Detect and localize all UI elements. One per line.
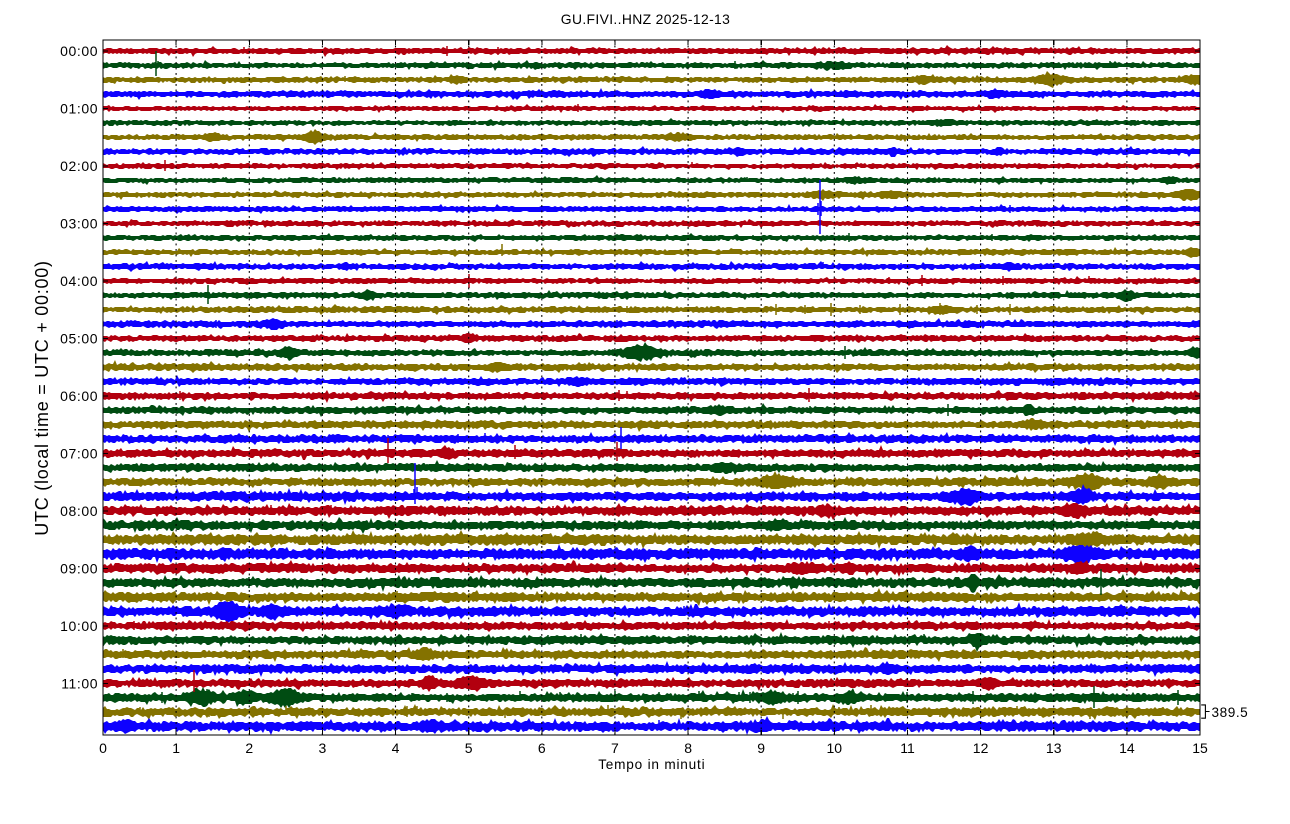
svg-text:389.5: 389.5	[1212, 705, 1249, 720]
svg-text:7: 7	[611, 740, 619, 756]
svg-text:02:00: 02:00	[60, 158, 98, 174]
svg-text:01:00: 01:00	[60, 101, 98, 117]
svg-text:06:00: 06:00	[60, 388, 98, 404]
svg-text:03:00: 03:00	[60, 216, 98, 232]
svg-text:07:00: 07:00	[60, 446, 98, 462]
svg-text:10: 10	[827, 740, 843, 756]
svg-text:05:00: 05:00	[60, 331, 98, 347]
svg-text:4: 4	[392, 740, 400, 756]
svg-text:0: 0	[99, 740, 107, 756]
svg-text:Tempo in minuti: Tempo in minuti	[598, 757, 705, 772]
svg-text:8: 8	[684, 740, 692, 756]
svg-text:2: 2	[245, 740, 253, 756]
svg-text:09:00: 09:00	[60, 560, 98, 576]
svg-text:6: 6	[538, 740, 546, 756]
svg-text:5: 5	[465, 740, 473, 756]
svg-text:12: 12	[973, 740, 989, 756]
svg-text:3: 3	[319, 740, 327, 756]
svg-text:15: 15	[1192, 740, 1208, 756]
svg-text:10:00: 10:00	[60, 618, 98, 634]
svg-text:11:00: 11:00	[61, 675, 98, 691]
svg-text:14: 14	[1119, 740, 1135, 756]
svg-text:9: 9	[757, 740, 765, 756]
svg-text:13: 13	[1046, 740, 1062, 756]
svg-text:UTC (local time = UTC + 00:00): UTC (local time = UTC + 00:00)	[32, 260, 52, 536]
svg-text:GU.FIVI..HNZ 2025-12-13: GU.FIVI..HNZ 2025-12-13	[561, 11, 730, 27]
svg-text:04:00: 04:00	[60, 273, 98, 289]
svg-text:11: 11	[900, 740, 915, 756]
svg-text:00:00: 00:00	[60, 43, 98, 59]
svg-text:08:00: 08:00	[60, 503, 98, 519]
svg-text:1: 1	[172, 740, 180, 756]
